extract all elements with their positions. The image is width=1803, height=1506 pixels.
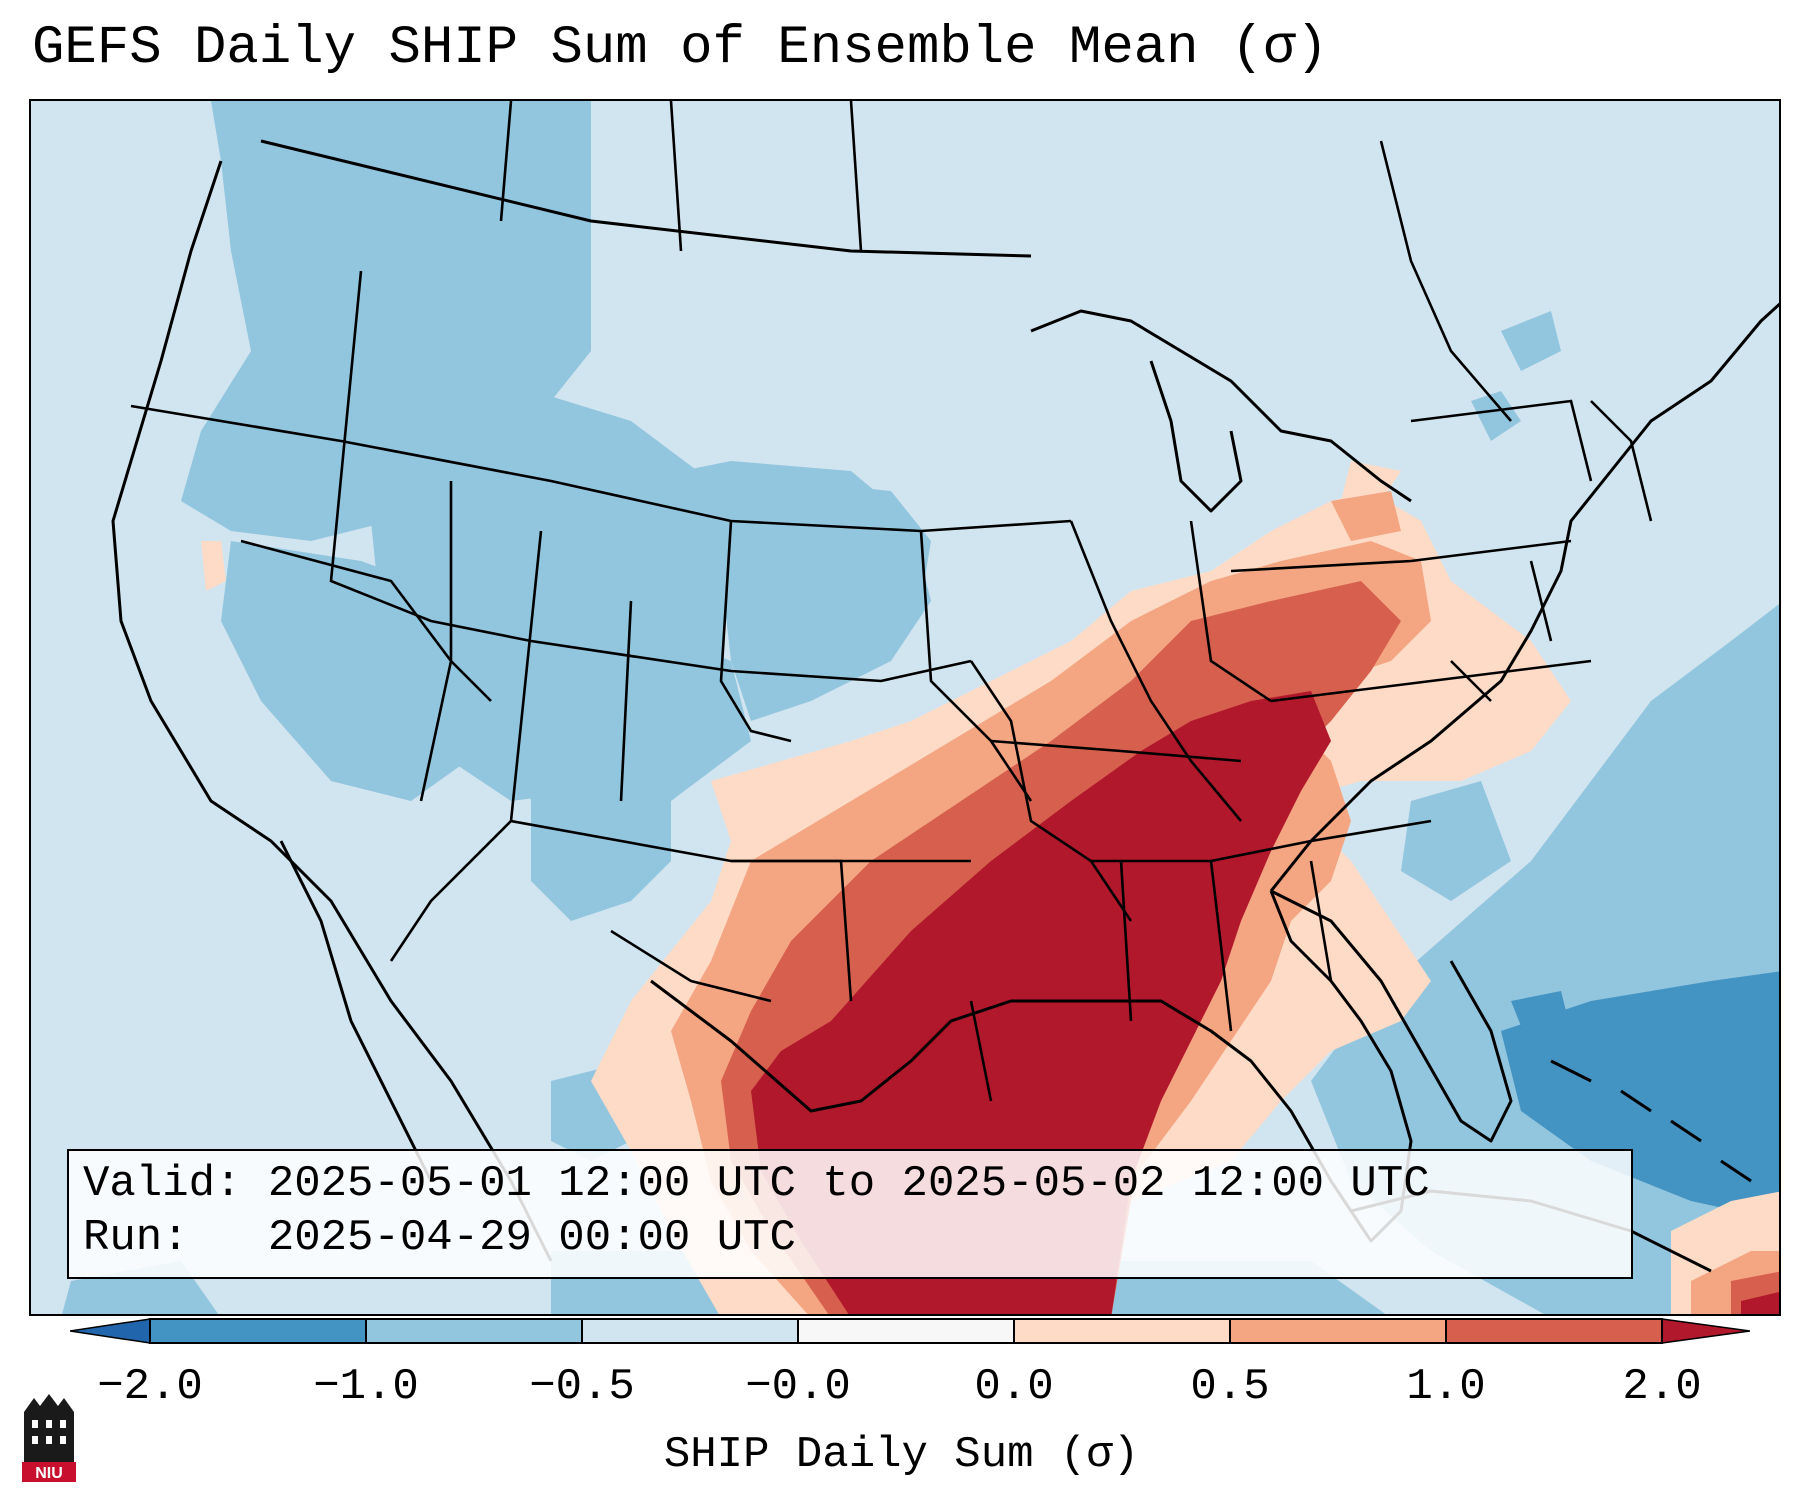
strong-negative-field-patches [1501,971,1779,1221]
colorbar-bin-4 [798,1319,1014,1343]
colorbar-bin-3 [582,1319,798,1343]
colorbar-under-arrow [70,1318,151,1344]
run-time: 2025-04-29 00:00 UTC [267,1213,796,1263]
valid-row: Valid: 2025-05-01 12:00 UTC to 2025-05-0… [83,1157,1617,1211]
colorbar-bin-2 [366,1319,582,1343]
colorbar-tick-3: −0.5 [529,1362,635,1412]
run-row: Run: 2025-04-29 00:00 UTC [83,1211,1617,1265]
negative-field-patches [62,101,1779,1314]
colorbar-tick-5: 0.0 [974,1362,1054,1412]
colorbar-bin-6 [1230,1319,1446,1343]
valid-label: Valid: [83,1159,242,1209]
colorbar-bin-7 [1446,1319,1662,1343]
coastline-borders [111,139,1779,1273]
colorbar-tick-1: −2.0 [97,1362,203,1412]
state-borders [130,101,1653,1102]
colorbar [70,1318,1750,1344]
colorbar-tick-4: −0.0 [745,1362,851,1412]
valid-time: 2025-05-01 12:00 UTC to 2025-05-02 12:00… [267,1159,1430,1209]
colorbar-tick-2: −1.0 [313,1362,419,1412]
colorbar-label: SHIP Daily Sum (σ) [663,1430,1140,1480]
valid-run-info-box: Valid: 2025-05-01 12:00 UTC to 2025-05-0… [67,1149,1633,1279]
colorbar-tick-7: 1.0 [1406,1362,1486,1412]
colorbar-tick-6: 0.5 [1190,1362,1270,1412]
colorbar-bin-1 [150,1319,366,1343]
map-panel [29,99,1781,1316]
colorbar-over-arrow [1661,1318,1750,1344]
logo-text: NIU [35,1465,63,1482]
colorbar-bin-5 [1014,1319,1230,1343]
run-label: Run: [83,1213,189,1263]
niu-logo-icon: NIU [22,1394,76,1482]
colorbar-tick-8: 2.0 [1622,1362,1702,1412]
chart-title: GEFS Daily SHIP Sum of Ensemble Mean (σ) [32,18,1329,79]
ship-field-map [31,101,1779,1314]
